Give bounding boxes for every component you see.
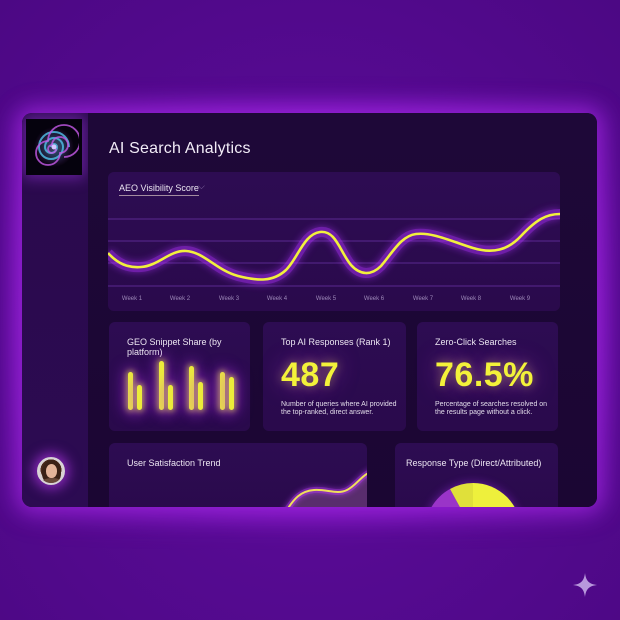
card-label: Zero-Click Searches [435,337,517,347]
card-label: Top AI Responses (Rank 1) [281,337,391,347]
bar [159,361,164,410]
dashboard-window: AI Search Analytics AEO Visibility Score… [22,113,597,507]
x-axis-label: Week 2 [169,296,191,302]
x-axis-label: Week 7 [412,296,434,302]
sparkle-icon [573,573,597,597]
chart-metric-selector[interactable]: AEO Visibility Score [119,183,199,196]
page-title: AI Search Analytics [109,140,251,157]
bar [220,372,225,410]
visibility-line-chart [108,209,560,287]
chevron-down-icon[interactable]: ⌵ [198,181,205,191]
bar [137,385,142,410]
x-axis-label: Week 8 [460,296,482,302]
card-label: Response Type (Direct/Attributed) [406,458,542,468]
x-axis-label: Week 6 [363,296,385,302]
top-ai-responses-card: Top AI Responses (Rank 1) 487 Number of … [263,322,406,431]
card-label: User Satisfaction Trend [127,458,221,468]
response-type-donut-chart [431,483,515,507]
top-ai-value: 487 [281,356,340,394]
geo-snippet-card: GEO Snippet Share (by platform) [109,322,250,431]
zero-click-value: 76.5% [435,356,534,394]
card-label: GEO Snippet Share (by platform) [127,337,222,357]
x-axis-label: Week 3 [218,296,240,302]
bar [198,382,203,410]
x-axis-label: Week 5 [315,296,337,302]
bar [168,385,173,410]
satisfaction-area-chart [285,470,367,507]
card-description: Percentage of searches resolved on the r… [435,401,548,417]
sidebar [22,113,88,507]
x-axis-label: Week 9 [509,296,531,302]
x-axis-label: Week 1 [121,296,143,302]
bar [128,372,133,410]
response-type-card: Response Type (Direct/Attributed) [395,443,558,507]
zero-click-card: Zero-Click Searches 76.5% Percentage of … [417,322,558,431]
user-avatar[interactable] [37,457,65,485]
satisfaction-trend-card: User Satisfaction Trend [109,443,367,507]
visibility-chart-card: AEO Visibility Score ⌵ Week 1 Week 2 Wee… [108,172,560,311]
bar [189,366,194,410]
bar [229,377,234,410]
card-description: Number of queries where AI provided the … [281,401,397,417]
swirl-logo-icon[interactable] [26,119,82,175]
x-axis-label: Week 4 [266,296,288,302]
